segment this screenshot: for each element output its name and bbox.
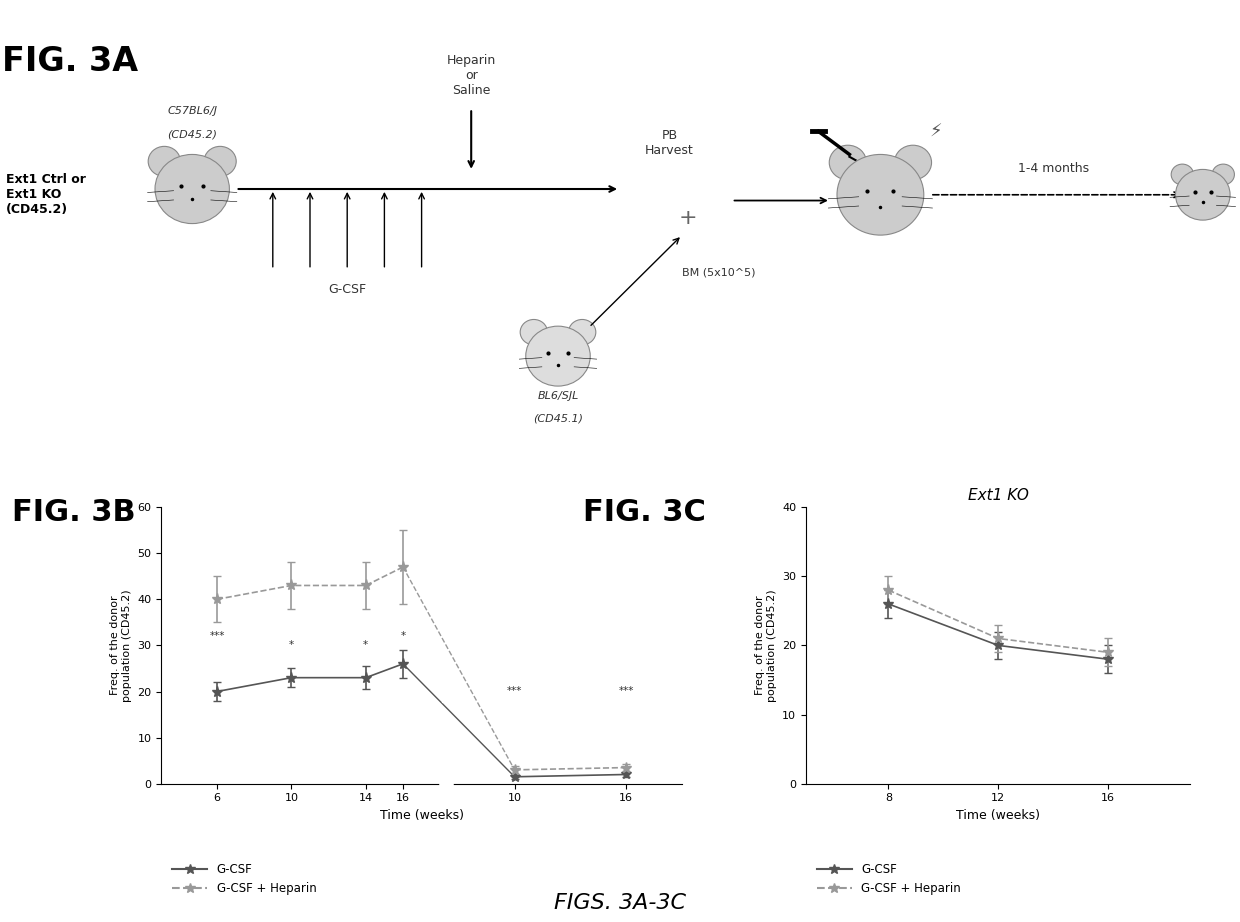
Circle shape xyxy=(569,320,596,345)
Circle shape xyxy=(1171,164,1193,184)
Circle shape xyxy=(521,320,547,345)
Text: (CD45.2): (CD45.2) xyxy=(167,129,217,139)
X-axis label: Time (weeks): Time (weeks) xyxy=(379,809,464,822)
Text: BL6/SJL: BL6/SJL xyxy=(537,391,579,401)
Text: +: + xyxy=(678,207,698,228)
Circle shape xyxy=(526,326,590,386)
Text: (CD45.1): (CD45.1) xyxy=(533,414,583,424)
Text: 1-4 months: 1-4 months xyxy=(1018,161,1090,175)
Circle shape xyxy=(149,147,181,176)
Y-axis label: Freq. of the donor
population (CD45.2): Freq. of the donor population (CD45.2) xyxy=(110,589,131,702)
Circle shape xyxy=(894,146,931,180)
Text: *: * xyxy=(289,640,294,650)
X-axis label: Time (weeks): Time (weeks) xyxy=(956,809,1040,822)
Text: ***: *** xyxy=(507,686,522,696)
Circle shape xyxy=(155,155,229,224)
Text: ***: *** xyxy=(619,686,634,696)
Text: PB
Harvest: PB Harvest xyxy=(645,129,694,158)
Title: Ext1 KO: Ext1 KO xyxy=(967,488,1029,503)
Text: FIG. 3A: FIG. 3A xyxy=(2,45,139,78)
Text: ***: *** xyxy=(210,631,224,641)
Text: *: * xyxy=(401,631,405,641)
Text: FIG. 3C: FIG. 3C xyxy=(583,498,706,526)
Circle shape xyxy=(830,146,867,180)
Text: *: * xyxy=(363,640,368,650)
Text: Ext1 Ctrl or
Ext1 KO
(CD45.2): Ext1 Ctrl or Ext1 KO (CD45.2) xyxy=(6,173,86,217)
Text: FIG. 3B: FIG. 3B xyxy=(12,498,136,526)
Text: G-CSF: G-CSF xyxy=(329,283,366,296)
Text: Heparin
or
Saline: Heparin or Saline xyxy=(446,53,496,97)
Text: ⚡: ⚡ xyxy=(930,124,942,141)
Legend: G-CSF, G-CSF + Heparin: G-CSF, G-CSF + Heparin xyxy=(167,858,321,900)
Legend: G-CSF, G-CSF + Heparin: G-CSF, G-CSF + Heparin xyxy=(812,858,966,900)
Text: C57BL6/J: C57BL6/J xyxy=(167,106,217,116)
Text: BM (5x10^5): BM (5x10^5) xyxy=(682,267,756,278)
Circle shape xyxy=(1211,164,1235,184)
Y-axis label: Freq. of the donor
population (CD45.2): Freq. of the donor population (CD45.2) xyxy=(755,589,776,702)
Circle shape xyxy=(1176,170,1230,220)
Circle shape xyxy=(837,155,924,235)
Text: FIGS. 3A-3C: FIGS. 3A-3C xyxy=(554,892,686,913)
Circle shape xyxy=(203,147,237,176)
